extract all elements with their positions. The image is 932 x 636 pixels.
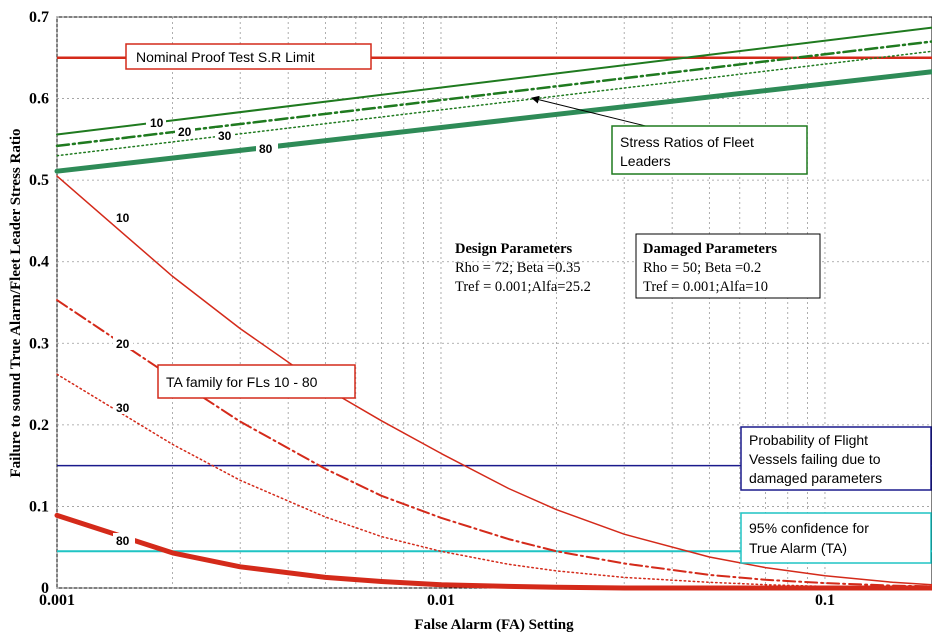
curve-label-ta-20: 20 bbox=[116, 337, 130, 351]
annotation-damaged-params: Damaged Parameters Rho = 50; Beta =0.2 T… bbox=[635, 233, 821, 299]
curve-label-ta-30: 30 bbox=[116, 401, 130, 415]
plot-area bbox=[56, 16, 932, 589]
annotation-design-params: Design Parameters Rho = 72; Beta =0.35 T… bbox=[455, 241, 591, 295]
y-tick-label: 0.4 bbox=[29, 254, 49, 271]
svg-text:Nominal Proof Test S.R Limit: Nominal Proof Test S.R Limit bbox=[136, 49, 315, 65]
y-tick-label: 0.7 bbox=[29, 9, 49, 26]
series-line-stress_ratio-80 bbox=[54, 69, 932, 174]
svg-text:Tref = 0.001;Alfa=10: Tref = 0.001;Alfa=10 bbox=[643, 279, 768, 295]
svg-text:Leaders: Leaders bbox=[620, 153, 671, 169]
svg-text:Rho = 72; Beta =0.35: Rho = 72; Beta =0.35 bbox=[455, 260, 581, 276]
y-tick-label: 0.2 bbox=[29, 417, 49, 434]
svg-text:Stress Ratios of Fleet: Stress Ratios of Fleet bbox=[620, 134, 754, 150]
curve-label-ta-80: 80 bbox=[116, 534, 130, 548]
annotation-ta-family: TA family for FLs 10 - 80 bbox=[157, 364, 356, 399]
annotation-nominal-limit: Nominal Proof Test S.R Limit bbox=[125, 43, 372, 70]
y-tick-label: 0.5 bbox=[29, 172, 49, 189]
svg-text:True Alarm (TA): True Alarm (TA) bbox=[749, 540, 847, 556]
annotation-confidence: 95% confidence for True Alarm (TA) bbox=[740, 512, 932, 564]
curve-label-ta-10: 10 bbox=[116, 211, 130, 225]
series-line-true_alarm-20 bbox=[56, 299, 932, 588]
annotation-stress-ratios: Stress Ratios of Fleet Leaders bbox=[531, 95, 808, 175]
svg-text:Design Parameters: Design Parameters bbox=[455, 241, 573, 257]
x-tick-label: 0.001 bbox=[39, 592, 75, 609]
x-tick-label: 0.01 bbox=[427, 592, 455, 609]
axis-ticks: 0 0.1 0.2 0.3 0.4 0.5 0.6 0.7 0.001 0.01 0.1 bbox=[29, 9, 835, 609]
svg-text:95% confidence for: 95% confidence for bbox=[749, 520, 869, 536]
y-tick-label: 0.1 bbox=[29, 498, 49, 515]
svg-text:Tref = 0.001;Alfa=25.2: Tref = 0.001;Alfa=25.2 bbox=[455, 279, 591, 295]
y-tick-label: 0 bbox=[41, 580, 49, 597]
curve-label-stress-20: 20 bbox=[178, 125, 192, 139]
svg-text:Rho = 50; Beta =0.2: Rho = 50; Beta =0.2 bbox=[643, 260, 761, 276]
curve-labels: 10 20 30 80 10 20 30 80 bbox=[113, 115, 278, 548]
y-axis-label: Failure to sound True Alarm/Fleet Leader… bbox=[8, 128, 24, 477]
series-line-true_alarm-80 bbox=[54, 512, 932, 591]
annotation-flight-vessels: Probability of Flight Vessels failing du… bbox=[740, 426, 932, 491]
y-tick-label: 0.3 bbox=[29, 335, 49, 352]
svg-text:damaged parameters: damaged parameters bbox=[749, 470, 882, 486]
svg-text:Probability of Flight: Probability of Flight bbox=[749, 432, 868, 448]
curve-label-stress-80: 80 bbox=[259, 142, 273, 156]
curve-label-stress-30: 30 bbox=[218, 129, 232, 143]
series-line-true_alarm-10 bbox=[56, 175, 932, 586]
svg-text:TA family for FLs 10 - 80: TA family for FLs 10 - 80 bbox=[166, 374, 318, 390]
x-tick-label: 0.1 bbox=[815, 592, 835, 609]
svg-text:Damaged Parameters: Damaged Parameters bbox=[643, 241, 777, 257]
series bbox=[54, 26, 932, 591]
svg-text:Vessels failing due to: Vessels failing due to bbox=[749, 451, 881, 467]
series-line-stress_ratio-30 bbox=[56, 50, 932, 157]
series-line-stress_ratio-20 bbox=[55, 40, 932, 148]
y-tick-label: 0.6 bbox=[29, 91, 49, 108]
curve-label-stress-10: 10 bbox=[150, 116, 164, 130]
x-axis-label: False Alarm (FA) Setting bbox=[414, 617, 574, 633]
series-line-stress_ratio-10 bbox=[56, 26, 932, 136]
